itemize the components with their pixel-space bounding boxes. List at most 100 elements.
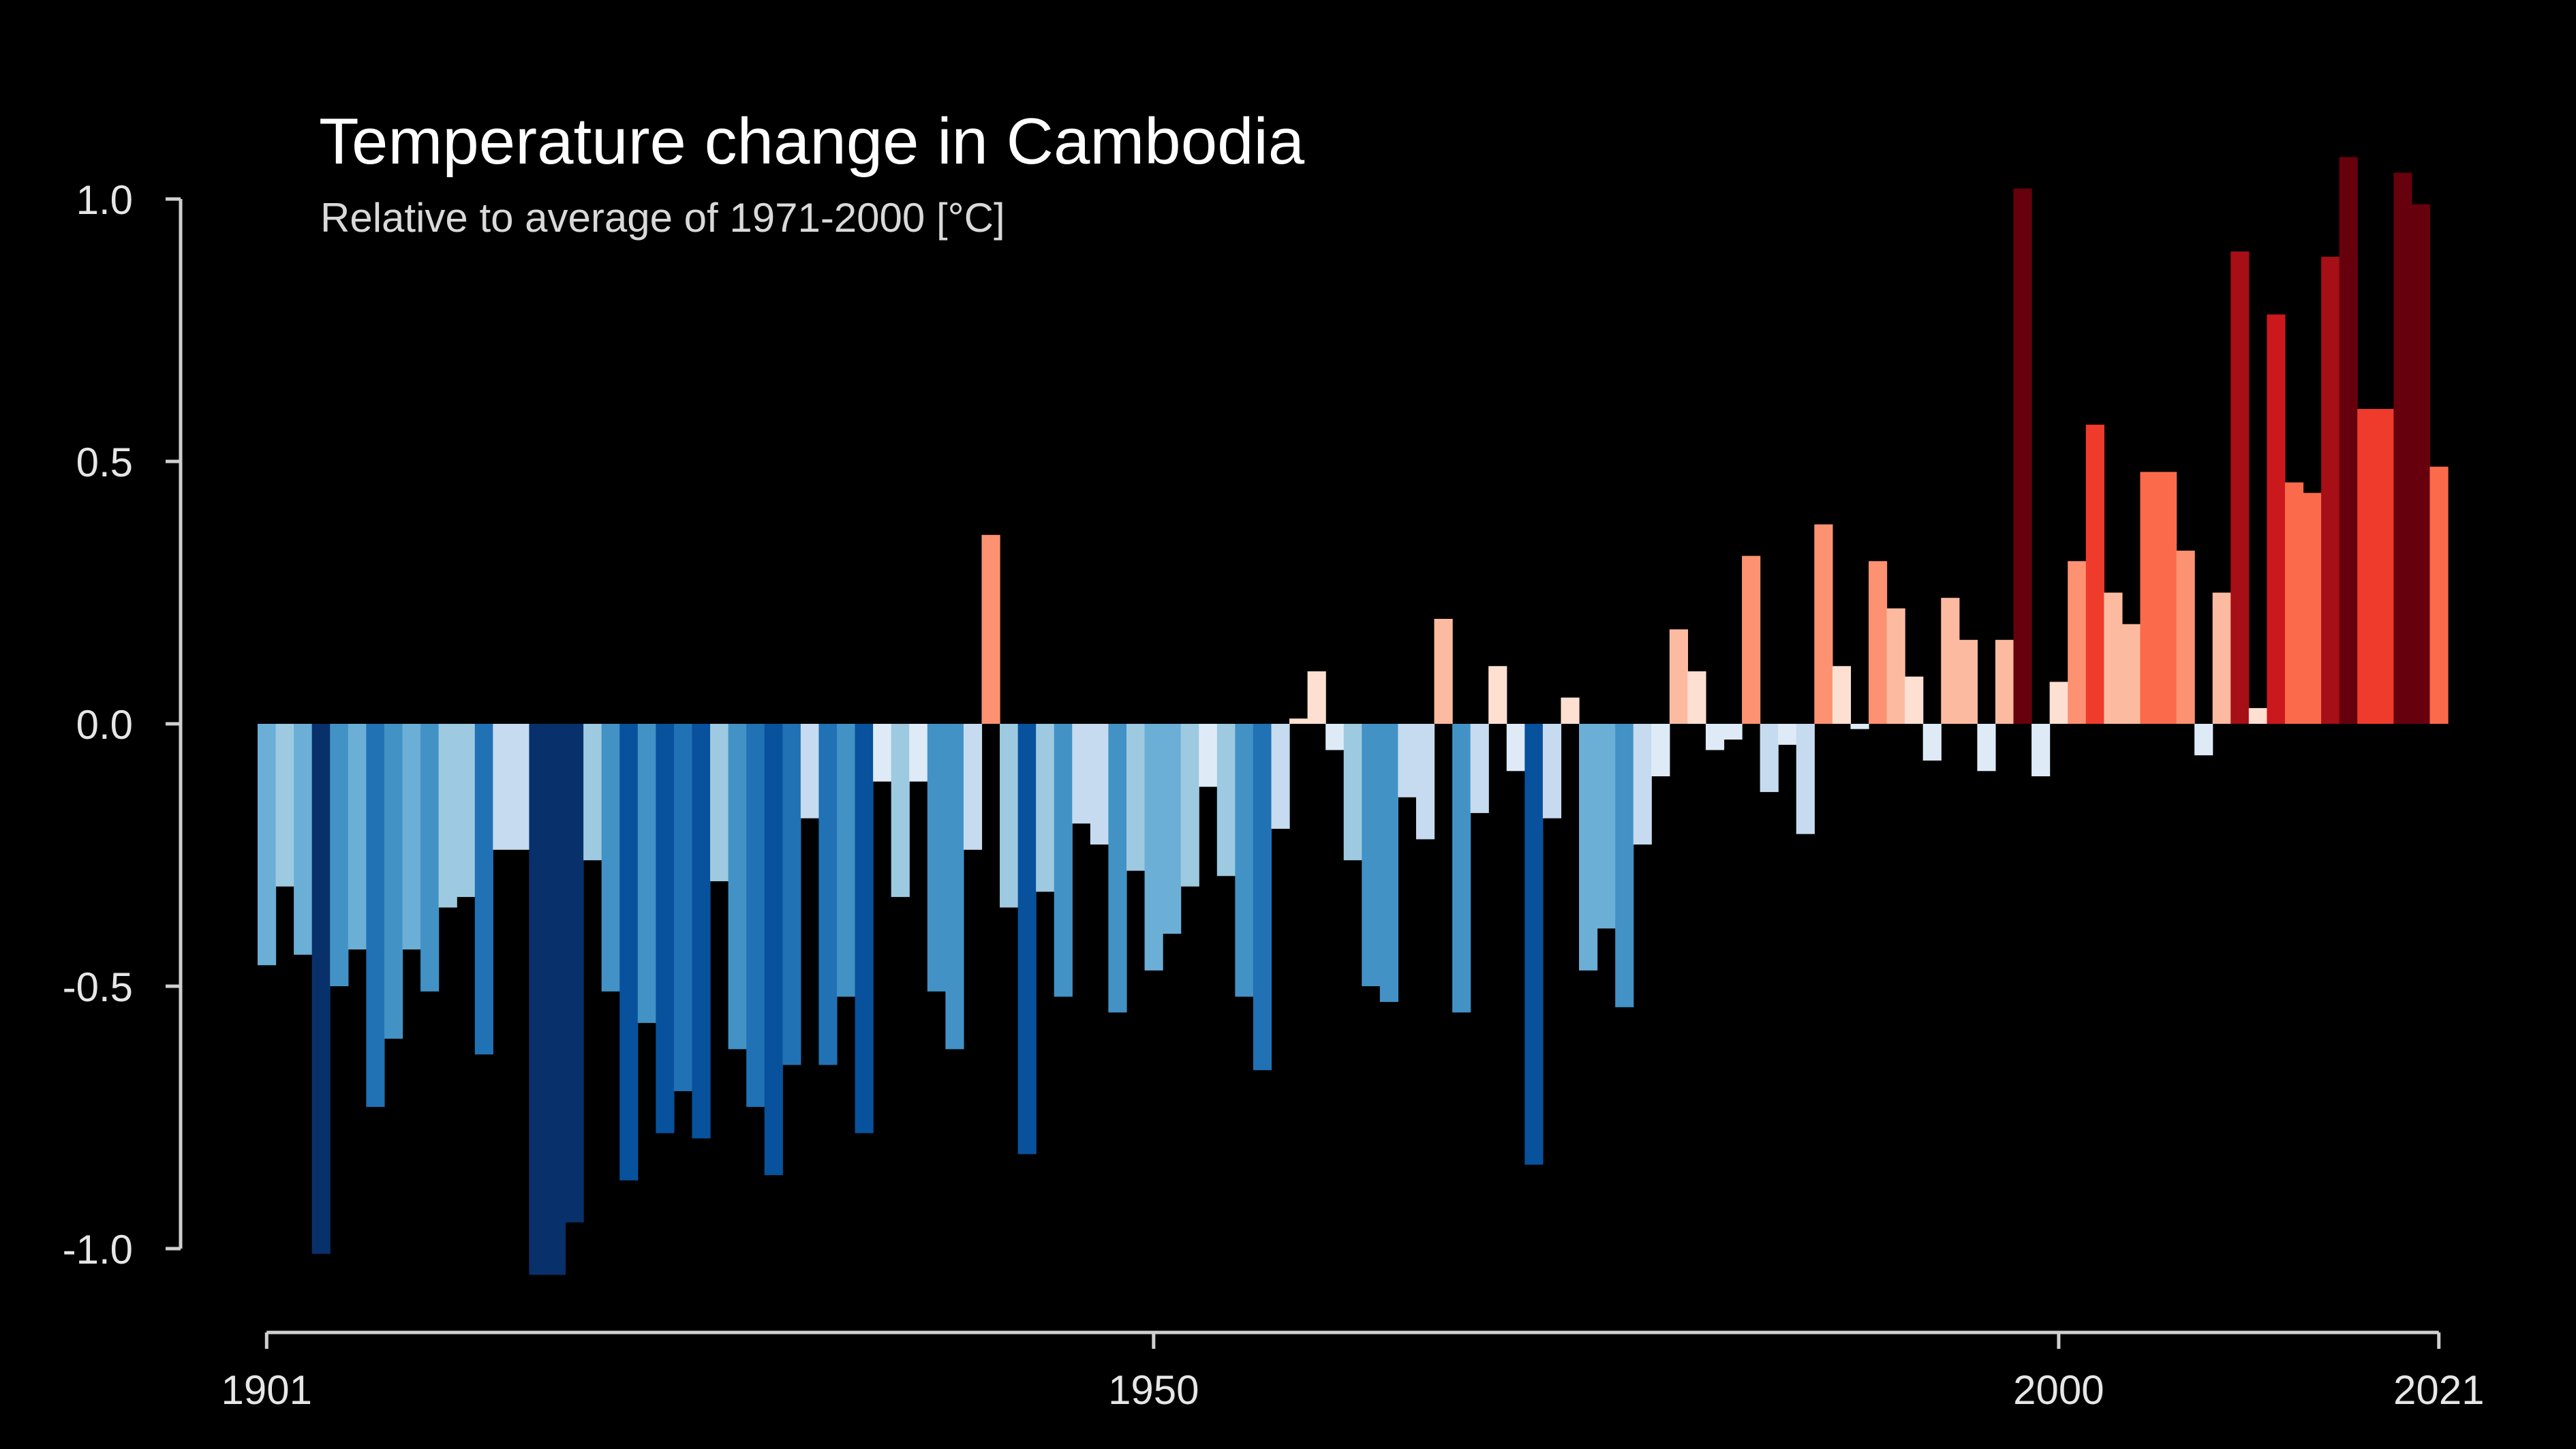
bar-1910 [420, 724, 440, 992]
bar-1964 [1398, 724, 1417, 797]
bar-2012 [2267, 314, 2286, 724]
bar-2003 [2104, 592, 2123, 724]
x-tick-label: 2000 [2013, 1367, 2104, 1413]
bars-group [258, 157, 2449, 1275]
bar-1945 [1054, 724, 1073, 997]
x-tick-label: 2021 [2393, 1367, 2484, 1413]
bar-1928 [746, 724, 765, 1108]
bar-2000 [2049, 682, 2068, 724]
bar-1960 [1325, 724, 1345, 750]
bar-1998 [2013, 188, 2032, 724]
bar-1992 [1905, 676, 1924, 724]
bar-1953 [1199, 724, 1218, 787]
bar-1912 [457, 724, 476, 898]
bar-1935 [873, 724, 892, 782]
bar-1968 [1470, 724, 1489, 813]
bar-1974 [1579, 724, 1598, 971]
bar-1989 [1850, 724, 1869, 729]
bar-1942 [1000, 724, 1019, 908]
bar-1952 [1180, 724, 1199, 887]
bar-1959 [1307, 671, 1326, 724]
bar-2004 [2121, 624, 2141, 724]
bar-1937 [909, 724, 928, 782]
bar-1923 [656, 724, 675, 1133]
bar-1982 [1723, 724, 1743, 740]
bar-1949 [1126, 724, 1146, 871]
bar-1920 [601, 724, 620, 992]
bar-1930 [782, 724, 801, 1065]
bar-1988 [1832, 666, 1852, 724]
bar-1975 [1597, 724, 1616, 929]
bar-2001 [2068, 561, 2087, 724]
bar-1997 [1995, 639, 2014, 724]
bar-2014 [2303, 493, 2322, 724]
bar-1931 [800, 724, 820, 819]
bar-1943 [1017, 724, 1037, 1155]
x-tick-label: 1901 [221, 1367, 312, 1413]
bar-1906 [348, 724, 367, 950]
y-tick-label: 0.5 [76, 440, 133, 485]
bar-1996 [1977, 724, 1996, 772]
bar-1970 [1506, 724, 1525, 772]
bar-1938 [927, 724, 946, 992]
bar-2009 [2212, 592, 2231, 724]
y-axis: 1.0 0.5 0.0 -0.5 -1.0 [63, 177, 183, 1272]
bar-1936 [891, 724, 910, 898]
bar-1932 [818, 724, 838, 1065]
bar-1979 [1669, 629, 1688, 724]
bar-1958 [1289, 718, 1308, 724]
bar-1967 [1452, 724, 1471, 1013]
bar-1954 [1216, 724, 1236, 876]
bar-1956 [1253, 724, 1272, 1071]
bar-1933 [836, 724, 856, 997]
bar-1966 [1434, 619, 1453, 724]
bar-1929 [764, 724, 783, 1176]
bar-2015 [2321, 256, 2340, 724]
y-tick-label: -0.5 [63, 964, 133, 1010]
bar-1914 [493, 724, 512, 850]
bar-2017 [2357, 409, 2376, 724]
bar-1961 [1343, 724, 1362, 861]
bar-1902 [275, 724, 294, 887]
bar-1940 [963, 724, 983, 850]
bar-1987 [1814, 524, 1833, 724]
bar-1918 [565, 724, 584, 1223]
bar-1927 [728, 724, 747, 1050]
bar-1948 [1108, 724, 1127, 1013]
bar-1972 [1542, 724, 1562, 819]
bar-1999 [2031, 724, 2051, 776]
bar-1986 [1796, 724, 1815, 834]
bar-1907 [366, 724, 385, 1108]
bar-1947 [1090, 724, 1109, 845]
bar-2016 [2339, 157, 2358, 724]
bar-2010 [2230, 251, 2250, 724]
bar-1913 [474, 724, 493, 1055]
bar-2006 [2158, 472, 2177, 724]
bar-1983 [1742, 555, 1761, 724]
bar-1993 [1922, 724, 1942, 761]
bar-1978 [1651, 724, 1670, 776]
bar-2002 [2085, 425, 2104, 724]
bar-1965 [1415, 724, 1435, 840]
bar-1904 [311, 724, 331, 1254]
bar-1991 [1886, 608, 1905, 724]
bar-2021 [2429, 466, 2449, 724]
bar-1957 [1271, 724, 1290, 829]
bar-2013 [2284, 482, 2304, 724]
bar-2007 [2176, 550, 2195, 724]
bar-1985 [1778, 724, 1797, 745]
bar-2018 [2375, 409, 2394, 724]
bar-1926 [710, 724, 729, 881]
bar-1916 [529, 724, 548, 1275]
bar-2019 [2393, 172, 2412, 724]
bar-2008 [2194, 724, 2213, 756]
bar-1919 [583, 724, 602, 861]
bar-1924 [673, 724, 693, 1091]
x-axis: 1901 1950 2000 2021 [221, 1330, 2484, 1413]
bar-2011 [2248, 707, 2267, 724]
bar-1980 [1687, 671, 1706, 724]
bar-1901 [258, 724, 277, 966]
bar-1946 [1072, 724, 1091, 824]
bar-2005 [2140, 472, 2159, 724]
